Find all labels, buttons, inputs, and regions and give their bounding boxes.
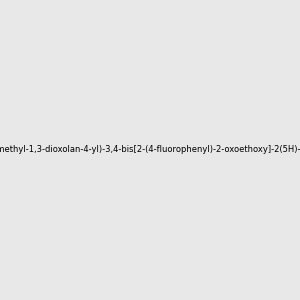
- Text: 5-(2,2-dimethyl-1,3-dioxolan-4-yl)-3,4-bis[2-(4-fluorophenyl)-2-oxoethoxy]-2(5H): 5-(2,2-dimethyl-1,3-dioxolan-4-yl)-3,4-b…: [0, 146, 300, 154]
